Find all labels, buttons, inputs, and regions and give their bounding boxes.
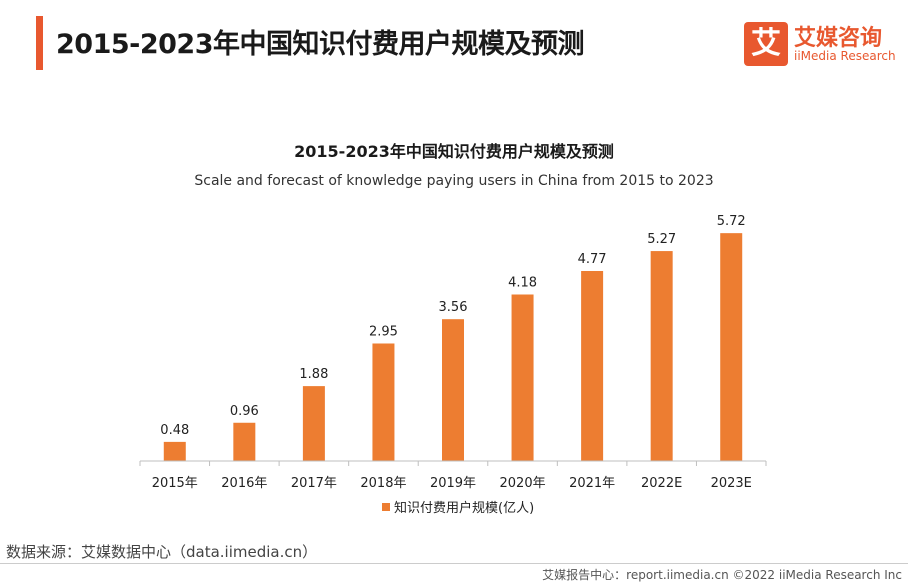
x-tick-label: 2019年 <box>430 476 476 491</box>
x-tick-label: 2021年 <box>569 476 615 491</box>
page-title: 2015-2023年中国知识付费用户规模及预测 <box>56 29 585 60</box>
chart-title: 2015-2023年中国知识付费用户规模及预测 <box>294 142 614 161</box>
bar-2019年 <box>442 319 464 461</box>
x-tick-label: 2022E <box>641 476 682 491</box>
x-tick-label: 2023E <box>711 476 752 491</box>
bar-value-label: 5.72 <box>717 214 746 229</box>
data-source: 数据来源：艾媒数据中心（data.iimedia.cn） <box>6 543 318 561</box>
logo-name-en: iiMedia Research <box>794 49 896 63</box>
legend-swatch <box>382 503 390 511</box>
bar-value-label: 0.96 <box>230 404 259 419</box>
x-tick-label: 2016年 <box>221 476 267 491</box>
bar-value-label: 4.77 <box>578 252 607 267</box>
bar-value-label: 0.48 <box>160 423 189 438</box>
bar-value-label: 3.56 <box>439 300 468 315</box>
title-accent-bar <box>36 16 43 70</box>
chart-subtitle: Scale and forecast of knowledge paying u… <box>194 173 713 189</box>
bar-value-label: 4.18 <box>508 275 537 290</box>
x-tick-label: 2020年 <box>500 476 546 491</box>
x-tick-label: 2017年 <box>291 476 337 491</box>
bar-2023E <box>720 233 743 461</box>
logo-name-cn: 艾媒咨询 <box>794 26 883 51</box>
legend-label: 知识付费用户规模(亿人) <box>394 500 534 516</box>
bar-2021年 <box>581 270 604 461</box>
bar-value-label: 5.27 <box>647 232 676 247</box>
logo-mark: 艾 <box>744 22 788 66</box>
x-tick-label: 2015年 <box>152 476 198 491</box>
bar-2017年 <box>302 386 325 461</box>
bar-chart: 2015-2023年中国知识付费用户规模及预测 Scale and foreca… <box>139 142 767 516</box>
x-tick-label: 2018年 <box>360 476 406 491</box>
bar-2020年 <box>511 294 534 461</box>
bar-2018年 <box>372 343 395 461</box>
bar-2016年 <box>233 422 256 461</box>
bar-2022E <box>650 251 673 461</box>
bar-value-label: 2.95 <box>369 324 398 339</box>
footer-divider <box>0 563 908 564</box>
bar-2015年 <box>163 441 186 461</box>
iimedia-logo: 艾 艾媒咨询 iiMedia Research <box>744 22 896 68</box>
footer-copyright: 艾媒报告中心：report.iimedia.cn ©2022 iiMedia R… <box>542 568 902 582</box>
bar-value-label: 1.88 <box>299 367 328 382</box>
